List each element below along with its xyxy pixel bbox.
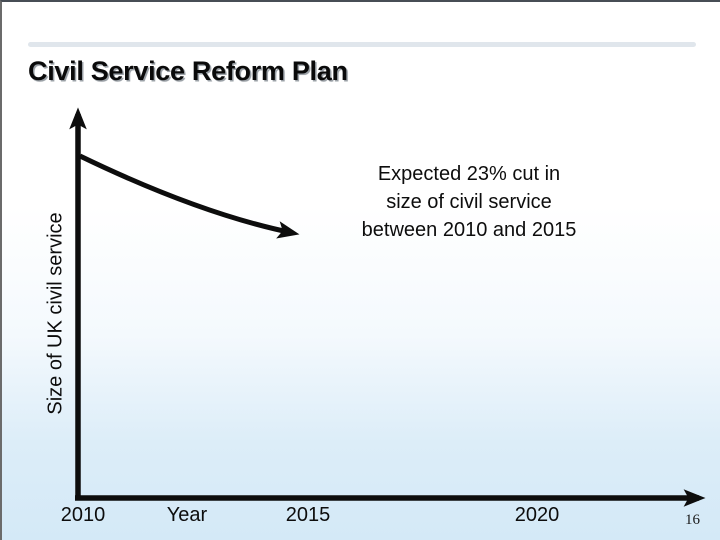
title-rule xyxy=(28,42,696,47)
x-tick-2010: 2010 xyxy=(60,504,106,526)
x-axis-title: Year xyxy=(166,504,208,526)
decline-arrow xyxy=(78,153,300,239)
page-number: 16 xyxy=(685,512,700,528)
slide-title: Civil Service Reform Plan xyxy=(28,56,348,86)
x-tick-2020: 2020 xyxy=(514,504,560,526)
annotation: Expected 23% cut in size of civil servic… xyxy=(319,160,619,244)
annotation-line: Expected 23% cut in xyxy=(377,163,561,185)
annotation-line: between 2010 and 2015 xyxy=(361,219,577,241)
annotation-line: size of civil service xyxy=(386,191,552,213)
y-axis-label: Size of UK civil service xyxy=(44,212,67,415)
x-tick-2015: 2015 xyxy=(285,504,331,526)
